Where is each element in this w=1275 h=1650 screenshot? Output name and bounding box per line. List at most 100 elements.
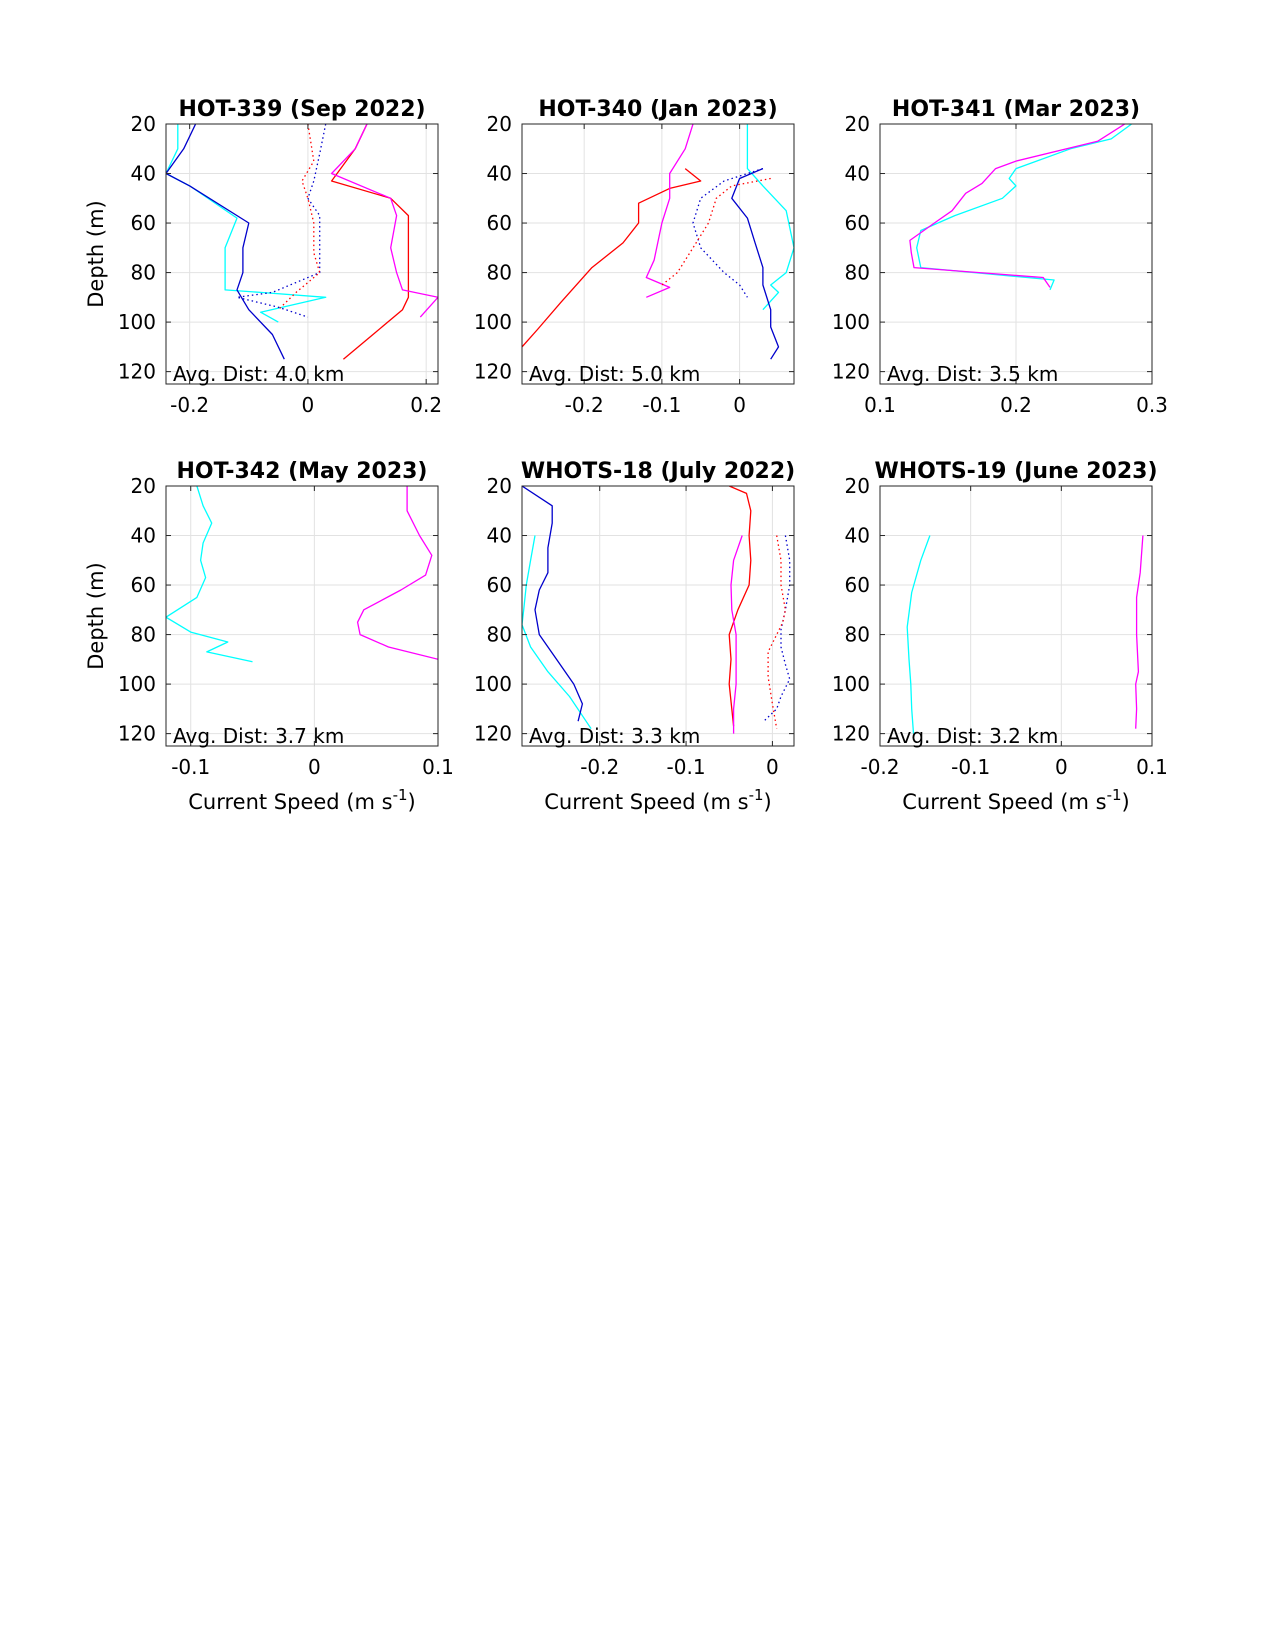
y-tick-label: 100 [832,310,870,334]
panel-title: HOT-341 (Mar 2023) [892,97,1140,122]
series-group [909,124,1132,291]
panel-title: HOT-342 (May 2023) [176,459,427,484]
series-line-1 [166,486,253,663]
grid [522,485,794,746]
avg-dist-annotation: Avg. Dist: 5.0 km [529,362,700,386]
x-tick-label: 0.2 [1000,393,1032,417]
grid [522,123,794,384]
series-line-1 [916,124,1132,291]
series-line-2 [356,486,438,660]
avg-dist-annotation: Avg. Dist: 3.5 km [887,362,1058,386]
y-tick-label: 60 [845,211,870,235]
y-tick-label: 120 [118,722,156,746]
y-tick-label: 100 [118,672,156,696]
panel-4: -0.1 0 0.1 20 40 60 80 100 120 HOT-342 (May 2023)… [84,459,454,814]
y-tick-label: 100 [118,310,156,334]
y-tick-label: 40 [487,524,512,548]
y-tick-label: 80 [845,261,870,285]
grid [879,123,1153,384]
x-tick-label: 0.1 [1136,755,1168,779]
y-tick-label: 60 [487,573,512,597]
grid [166,123,438,384]
series-line-4 [730,535,743,734]
panel-title: WHOTS-18 (July 2022) [521,459,795,484]
x-tick-label: -0.1 [667,755,706,779]
y-tick-label: 40 [845,162,870,186]
series-line-6 [661,177,771,286]
panel-1: -0.2 0 0.2 20 40 60 80 100 120 HOT-339 (Sep 2022)… [84,97,442,417]
y-tick-label: 20 [845,112,870,136]
axes-box [165,485,439,747]
y-axis-label: Depth (m) [84,200,108,307]
series-line-5 [692,167,764,298]
y-tick-label: 100 [832,672,870,696]
y-tick-label: 20 [131,474,156,498]
y-tick-label: 80 [131,261,156,285]
y-tick-label: 60 [487,211,512,235]
y-tick-label: 120 [832,722,870,746]
y-tick-label: 60 [131,211,156,235]
y-tick-label: 80 [845,623,870,647]
y-tick-label: 40 [131,524,156,548]
series-line-2 [166,124,285,360]
x-tick-label: 0.2 [410,393,442,417]
y-tick-label: 40 [131,162,156,186]
y-tick-label: 100 [474,310,512,334]
x-tick-label: 0 [308,755,321,779]
y-tick-label: 60 [845,573,870,597]
x-tick-label: 0 [1055,755,1068,779]
y-tick-label: 20 [131,112,156,136]
y-tick-label: 120 [118,360,156,384]
series-line-3 [522,168,702,348]
grid [879,485,1153,746]
x-tick-label: -0.2 [170,393,209,417]
series-line-1 [166,124,327,323]
series-group [906,535,1144,734]
panel-6: -0.2 -0.1 0 0.1 20 40 60 80 100 120 WHOTS-19 (June… [832,459,1168,814]
panel-5: -0.2 -0.1 0 20 40 60 80 100 120 WHOTS-18 (July 20… [474,459,795,814]
series-line-5 [236,124,327,318]
y-tick-label: 80 [487,261,512,285]
y-tick-label: 120 [474,722,512,746]
y-tick-label: 60 [131,573,156,597]
avg-dist-annotation: Avg. Dist: 4.0 km [173,362,344,386]
panel-title: WHOTS-19 (June 2023) [874,459,1157,484]
x-tick-label: 0 [302,393,315,417]
axes-box [521,485,795,747]
series-line-2 [731,168,780,360]
x-axis-label: Current Speed (m s-1) [544,786,772,814]
y-tick-label: 20 [487,112,512,136]
y-tick-label: 100 [474,672,512,696]
series-line-1 [522,535,592,730]
x-tick-label: -0.2 [565,393,604,417]
series-line-2 [909,124,1126,288]
axes-box [165,123,439,385]
avg-dist-annotation: Avg. Dist: 3.7 km [173,724,344,748]
x-tick-label: -0.2 [860,755,899,779]
y-tick-label: 80 [487,623,512,647]
y-tick-label: 20 [487,474,512,498]
x-axis-label: Current Speed (m s-1) [188,786,416,814]
series-line-1 [906,535,931,734]
series-group [522,486,791,734]
x-tick-label: -0.2 [580,755,619,779]
series-line-3 [728,486,752,727]
series-line-2 [1135,535,1144,729]
series-group [166,124,438,360]
series-line-1 [746,124,794,311]
panel-3: 0.1 0.2 0.3 20 40 60 80 100 120 HOT-341 (Mar 2023… [832,97,1168,417]
x-tick-label: -0.1 [642,393,681,417]
series-line-3 [330,124,410,360]
series-group [522,124,794,360]
series-line-4 [645,124,694,298]
series-line-4 [330,124,438,318]
series-line-6 [767,535,787,729]
panel-title: HOT-340 (Jan 2023) [538,97,777,122]
x-tick-label: 0.3 [1136,393,1168,417]
panel-2: -0.2 -0.1 0 20 40 60 80 100 120 HOT-340 (Jan 2023… [474,97,795,417]
series-line-5 [763,535,791,722]
y-axis-label: Depth (m) [84,562,108,669]
x-tick-label: -0.1 [951,755,990,779]
y-tick-label: 120 [474,360,512,384]
